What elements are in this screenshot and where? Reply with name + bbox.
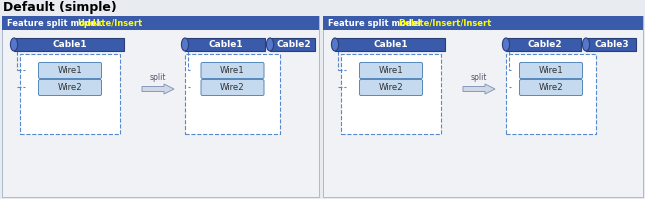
Text: Wire1: Wire1	[220, 66, 245, 75]
FancyBboxPatch shape	[359, 62, 422, 78]
Bar	[323, 16, 643, 197]
Bar	[506, 54, 596, 134]
Text: Wire1: Wire1	[379, 66, 403, 75]
Text: Default (simple): Default (simple)	[3, 1, 117, 14]
Text: Cable1: Cable1	[374, 40, 409, 49]
FancyBboxPatch shape	[201, 79, 264, 96]
Text: Cable2: Cable2	[528, 40, 562, 49]
Text: Cable1: Cable1	[209, 40, 244, 49]
Bar	[270, 38, 315, 51]
Ellipse shape	[181, 38, 188, 51]
Text: Wire2: Wire2	[379, 83, 403, 92]
FancyBboxPatch shape	[39, 79, 101, 96]
Bar	[586, 38, 636, 51]
Bar	[14, 38, 124, 51]
Bar	[2, 16, 319, 30]
Bar	[20, 54, 120, 134]
Text: Wire2: Wire2	[220, 83, 245, 92]
Text: Wire1: Wire1	[539, 66, 563, 75]
Ellipse shape	[266, 38, 273, 51]
Ellipse shape	[10, 38, 17, 51]
Bar	[335, 38, 445, 51]
Bar	[185, 38, 265, 51]
Text: Update/Insert: Update/Insert	[77, 19, 143, 27]
FancyBboxPatch shape	[359, 79, 422, 96]
Bar	[2, 16, 319, 197]
Polygon shape	[142, 84, 174, 94]
Ellipse shape	[502, 38, 510, 51]
FancyBboxPatch shape	[39, 62, 101, 78]
Text: split: split	[150, 73, 166, 82]
Text: Cable1: Cable1	[53, 40, 88, 49]
Text: Wire1: Wire1	[57, 66, 83, 75]
Polygon shape	[463, 84, 495, 94]
Text: split: split	[471, 73, 487, 82]
Text: Wire2: Wire2	[57, 83, 83, 92]
Bar	[506, 38, 581, 51]
Text: Delete/Insert/Insert: Delete/Insert/Insert	[399, 19, 491, 27]
FancyBboxPatch shape	[519, 79, 582, 96]
FancyBboxPatch shape	[201, 62, 264, 78]
Bar	[185, 54, 280, 134]
Bar	[341, 54, 441, 134]
Text: Feature split model:: Feature split model:	[7, 19, 106, 27]
Ellipse shape	[332, 38, 339, 51]
Text: Cable3: Cable3	[595, 40, 630, 49]
Text: Cable2: Cable2	[277, 40, 311, 49]
Ellipse shape	[582, 38, 590, 51]
FancyBboxPatch shape	[519, 62, 582, 78]
Text: Feature split model:: Feature split model:	[328, 19, 427, 27]
Text: Wire2: Wire2	[539, 83, 563, 92]
Bar	[323, 16, 643, 30]
